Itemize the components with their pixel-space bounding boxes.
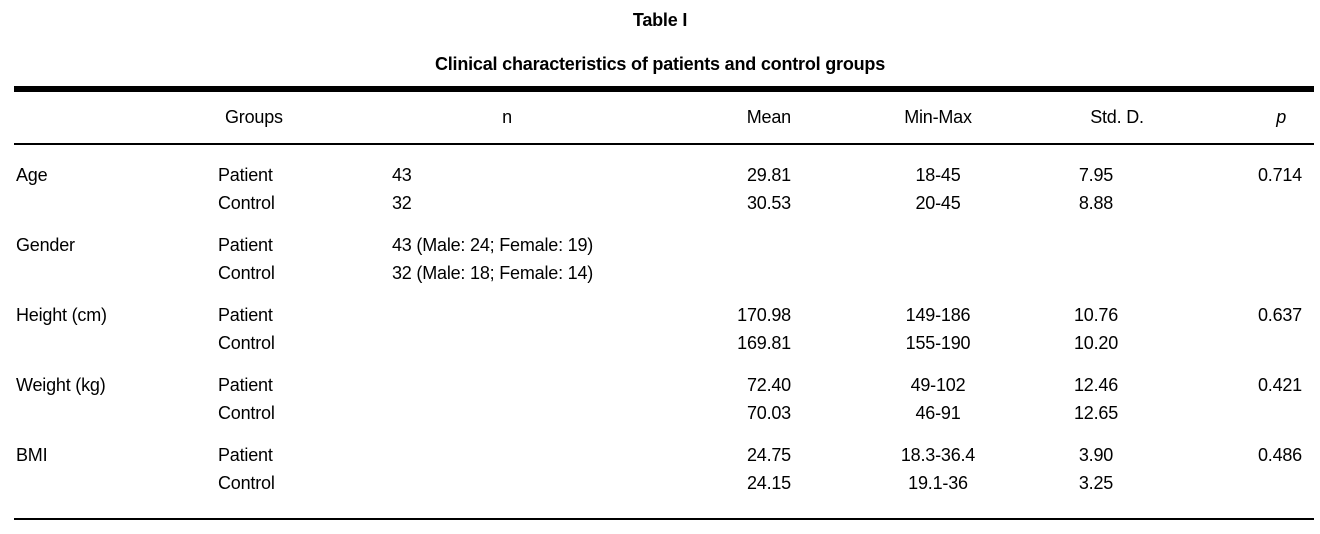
col-header-min-max: Min-Max [893,89,983,145]
table-row: Gender Patient 43 (Male: 24; Female: 19) [14,217,1314,259]
std-cell: 10.20 [1073,333,1119,353]
table-row: BMI Patient 24.75 18.3-36.4 3.90 0.486 [14,427,1314,469]
col-header-p: p [1209,89,1314,145]
n-cell: 43 [392,165,412,185]
minmax-cell: 155-190 [905,333,971,353]
minmax-cell: 19.1-36 [908,473,968,493]
table-body: Age Patient 43 29.81 18-45 7.95 0.714 Co… [14,144,1314,519]
measure-cell: Age [16,165,48,185]
p-cell: 0.637 [1257,305,1302,325]
measure-cell: Weight (kg) [16,375,106,395]
n-cell [392,469,660,519]
table-label: Table I [632,10,688,30]
std-cell [983,259,1209,287]
table-row: Control 32 (Male: 18; Female: 14) [14,259,1314,287]
table-row: Control 169.81 155-190 10.20 [14,329,1314,357]
group-cell: Control [218,403,275,423]
p-cell [1209,217,1314,259]
table-row: Weight (kg) Patient 72.40 49-102 12.46 0… [14,357,1314,399]
col-header-n: n [392,89,660,145]
table-title: Clinical characteristics of patients and… [434,54,886,74]
table-row: Height (cm) Patient 170.98 149-186 10.76… [14,287,1314,329]
n-cell [392,427,660,469]
group-cell: Patient [218,375,273,395]
header-row: Groups n Mean Min-Max Std. D. p [14,89,1314,145]
measure-cell [14,399,218,427]
p-cell: 0.486 [1257,445,1302,465]
measure-cell: Height (cm) [16,305,107,325]
mean-cell: 170.98 [737,305,791,325]
p-cell [1209,399,1314,427]
table-row: Age Patient 43 29.81 18-45 7.95 0.714 [14,144,1314,189]
minmax-cell [893,217,983,259]
mean-cell: 30.53 [746,193,791,213]
minmax-cell: 49-102 [910,375,966,395]
mean-cell: 24.15 [746,473,791,493]
std-cell: 10.76 [1073,305,1119,325]
n-cell [392,287,660,329]
measure-cell: BMI [16,445,48,465]
n-cell: 32 (Male: 18; Female: 14) [392,263,594,283]
mean-cell: 29.81 [746,165,791,185]
group-cell: Control [218,263,275,283]
measure-cell [14,259,218,287]
measure-cell [14,189,218,217]
measure-cell [14,469,218,519]
minmax-cell: 149-186 [905,305,971,325]
std-cell [983,217,1209,259]
p-cell: 0.421 [1257,375,1302,395]
col-header-mean: Mean [660,89,893,145]
std-cell: 7.95 [1078,165,1114,185]
minmax-cell: 46-91 [915,403,961,423]
p-cell [1209,259,1314,287]
group-cell: Patient [218,445,273,465]
mean-cell: 24.75 [746,445,791,465]
table-row: Control 70.03 46-91 12.65 [14,399,1314,427]
minmax-cell: 20-45 [915,193,961,213]
group-cell: Control [218,193,275,213]
group-cell: Patient [218,165,273,185]
mean-cell [660,259,893,287]
n-cell [392,399,660,427]
p-cell: 0.714 [1257,165,1302,185]
minmax-cell: 18-45 [915,165,961,185]
mean-cell: 70.03 [746,403,791,423]
table-row: Control 24.15 19.1-36 3.25 [14,469,1314,519]
minmax-cell: 18.3-36.4 [900,445,976,465]
std-cell: 12.65 [1073,403,1119,423]
measure-cell [14,329,218,357]
std-cell: 8.88 [1078,193,1114,213]
group-cell: Control [218,333,275,353]
n-cell [392,357,660,399]
table-row: Control 32 30.53 20-45 8.88 [14,189,1314,217]
std-cell: 3.25 [1078,473,1114,493]
minmax-cell [893,259,983,287]
group-cell: Patient [218,235,273,255]
std-cell: 12.46 [1073,375,1119,395]
clinical-characteristics-table: Groups n Mean Min-Max Std. D. p Age Pati… [14,86,1314,520]
measure-cell: Gender [16,235,75,255]
p-cell [1209,469,1314,519]
n-cell: 32 [392,193,412,213]
col-header-groups: Groups [218,89,392,145]
group-cell: Control [218,473,275,493]
col-header-measure [14,89,218,145]
n-cell [392,329,660,357]
p-cell [1209,329,1314,357]
mean-cell: 169.81 [737,333,791,353]
mean-cell: 72.40 [746,375,791,395]
group-cell: Patient [218,305,273,325]
std-cell: 3.90 [1078,445,1114,465]
p-cell [1209,189,1314,217]
n-cell: 43 (Male: 24; Female: 19) [392,235,594,255]
mean-cell [660,217,893,259]
col-header-std-d: Std. D. [983,89,1209,145]
